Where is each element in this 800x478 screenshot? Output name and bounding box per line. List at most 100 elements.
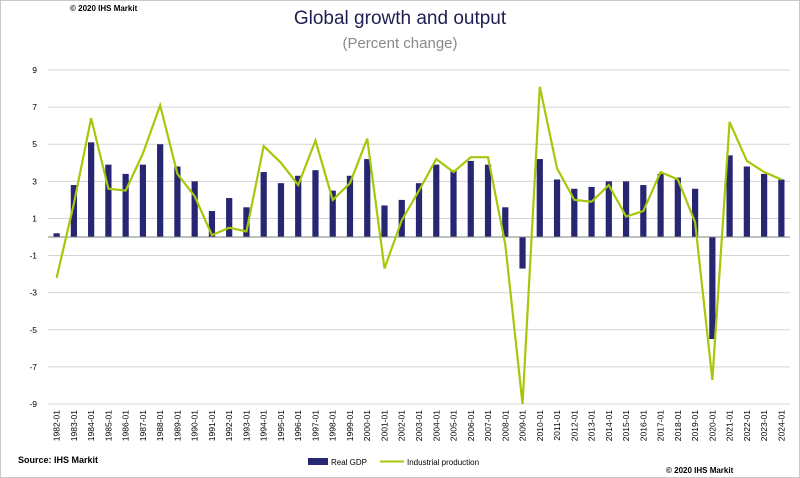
- x-tick-label: 1985-01: [103, 410, 113, 441]
- x-tick-label: 1986-01: [121, 410, 131, 441]
- y-tick-label: 5: [32, 139, 37, 149]
- x-tick-label: 2023-01: [759, 410, 769, 441]
- x-tick-label: 1989-01: [172, 410, 182, 441]
- gdp-bar: [605, 181, 612, 237]
- x-tick-label: 2010-01: [535, 410, 545, 441]
- x-tick-label: 2016-01: [638, 410, 648, 441]
- x-tick-label: 1999-01: [345, 410, 355, 441]
- gdp-bar: [53, 233, 60, 237]
- gdp-bar: [191, 181, 198, 237]
- y-tick-label: -5: [29, 325, 37, 335]
- x-tick-label: 2003-01: [414, 410, 424, 441]
- y-tick-label: 1: [32, 213, 37, 223]
- y-tick-label: 7: [32, 102, 37, 112]
- gdp-bar: [484, 164, 492, 237]
- x-tick-label: 2024-01: [776, 410, 786, 441]
- x-tick-label: 2005-01: [449, 410, 459, 441]
- gdp-bar: [622, 181, 630, 237]
- gdp-bar: [226, 198, 233, 237]
- gdp-bar: [277, 183, 285, 237]
- x-tick-label: 2015-01: [621, 410, 631, 441]
- gdp-bar: [415, 183, 423, 237]
- industrial-production-line: [55, 86, 782, 405]
- legend-label-real-gdp: Real GDP: [331, 458, 367, 467]
- x-tick-label: 1988-01: [155, 410, 165, 441]
- gdp-bar: [502, 207, 509, 237]
- copyright-bottom: © 2020 IHS Markit: [666, 466, 734, 475]
- gdp-bar: [105, 164, 112, 237]
- x-tick-label: 1984-01: [86, 410, 96, 441]
- gdp-bar: [88, 142, 95, 237]
- x-tick-label: 2021-01: [725, 410, 735, 441]
- x-tick-label: 1992-01: [224, 410, 234, 441]
- gdp-bar: [691, 188, 699, 237]
- gdp-bar: [450, 170, 457, 237]
- gdp-bar: [312, 170, 319, 237]
- gdp-bar: [243, 207, 250, 237]
- gdp-bars: [53, 142, 785, 340]
- x-tick-label: 2011-01: [552, 410, 562, 441]
- gdp-bar: [139, 164, 147, 237]
- x-tick-label: 1982-01: [52, 410, 62, 441]
- gdp-bar: [674, 177, 681, 237]
- x-tick-label: 1991-01: [207, 410, 217, 441]
- gdp-bar: [433, 164, 440, 237]
- legend-label-industrial-production: Industrial production: [407, 458, 479, 467]
- y-tick-label: 3: [32, 176, 37, 186]
- x-tick-label: 2004-01: [431, 410, 441, 441]
- x-tick-label: 2001-01: [379, 410, 389, 441]
- x-tick-label: 2017-01: [656, 410, 666, 441]
- x-tick-label: 2018-01: [673, 410, 683, 441]
- gdp-bar: [346, 175, 354, 237]
- gdp-bar: [553, 179, 561, 237]
- y-axis-tick-labels: 9 7 5 3 1 -1 -3 -5 -7 -9: [29, 65, 37, 409]
- x-tick-label: 2008-01: [500, 410, 510, 441]
- gdp-bar: [519, 237, 526, 269]
- x-tick-label: 2009-01: [518, 410, 528, 441]
- x-tick-label: 2012-01: [569, 410, 579, 441]
- x-tick-label: 1995-01: [276, 410, 286, 441]
- gdp-bar: [174, 166, 181, 237]
- gdp-bar: [208, 211, 216, 237]
- x-tick-label: 1994-01: [259, 410, 269, 441]
- gdp-bar: [364, 159, 371, 237]
- gdp-bar: [657, 173, 664, 237]
- gdp-bar: [329, 190, 336, 237]
- x-tick-label: 1998-01: [328, 410, 338, 441]
- x-tick-label: 1997-01: [310, 410, 320, 441]
- gdp-bar: [761, 173, 768, 237]
- y-tick-label: -7: [29, 362, 37, 372]
- chart-legend: Real GDP Industrial production: [308, 458, 479, 467]
- gdp-bar: [122, 173, 129, 237]
- gdp-bar: [726, 155, 733, 237]
- chart-title: Global growth and output: [293, 8, 507, 29]
- x-tick-label: 2020-01: [707, 410, 717, 441]
- gdp-bar: [260, 172, 267, 237]
- x-axis-tick-labels: 1982-01 1983-01 1984-01 1985-01 1986-01 1987-…: [52, 410, 787, 441]
- gdp-bar: [70, 185, 77, 237]
- y-tick-label: -1: [29, 251, 37, 261]
- gdp-bar: [467, 160, 474, 237]
- x-tick-label: 2000-01: [362, 410, 372, 441]
- copyright-top: © 2020 IHS Markit: [70, 4, 138, 13]
- x-tick-label: 2002-01: [397, 410, 407, 441]
- x-tick-label: 1993-01: [241, 410, 251, 441]
- gridlines: [48, 69, 790, 405]
- gdp-bar: [571, 188, 578, 237]
- x-tick-label: 2019-01: [690, 410, 700, 441]
- gdp-bar: [588, 186, 595, 237]
- x-tick-label: 1987-01: [138, 410, 148, 441]
- y-tick-label: -9: [29, 399, 37, 409]
- gdp-bar: [536, 159, 543, 237]
- x-tick-label: 1983-01: [69, 410, 79, 441]
- legend-swatch-real-gdp: [308, 458, 328, 465]
- gdp-bar: [157, 144, 164, 237]
- x-tick-label: 2014-01: [604, 410, 614, 441]
- gdp-bar: [778, 179, 785, 237]
- industrial-production-series: [55, 86, 782, 405]
- y-tick-label: 9: [32, 65, 37, 75]
- gdp-bar: [709, 237, 716, 340]
- y-tick-label: -3: [29, 288, 37, 298]
- x-tick-label: 2022-01: [742, 410, 752, 441]
